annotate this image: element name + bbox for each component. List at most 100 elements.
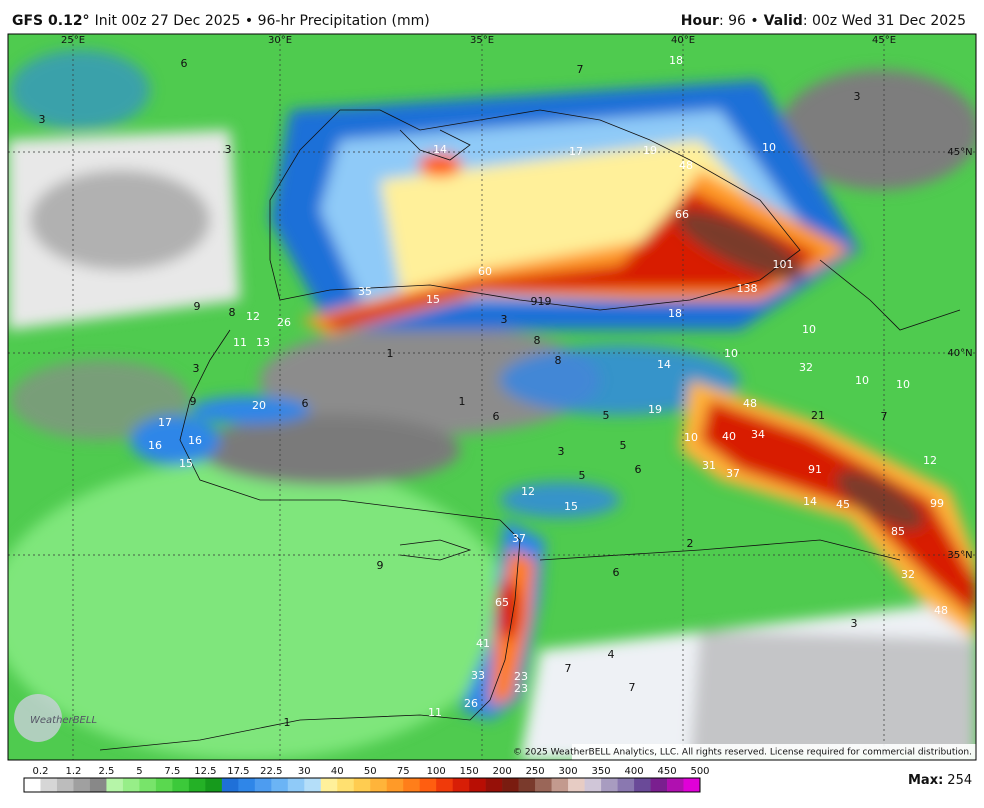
precip-label: 11: [428, 706, 442, 719]
colorbar: 0.2 1.2 2.5 5 7.5 12.5 17.5 22.5 30 40 50 75 100 150 2…: [23, 766, 710, 793]
header-left: GFS 0.12° Init 00z 27 Dec 2025 • 96-hr Pr…: [12, 13, 430, 29]
valid-label: Valid: [764, 13, 803, 29]
colorbar-swatch: [683, 778, 701, 792]
precip-label: 1: [284, 716, 291, 729]
model: GFS 0.12°: [12, 13, 90, 29]
colorbar-swatch: [617, 778, 635, 792]
precip-label: 65: [495, 596, 509, 609]
colorbar-swatch: [551, 778, 569, 792]
precip-label: 10: [855, 374, 869, 387]
precip-label: 8: [229, 306, 236, 319]
colorbar-swatch: [502, 778, 519, 792]
colorbar-tick-label: 400: [625, 766, 644, 777]
precip-label: 14: [803, 495, 817, 508]
precip-label: 48: [934, 604, 948, 617]
colorbar-swatch: [667, 778, 684, 792]
colorbar-tick-label: 17.5: [227, 766, 249, 777]
precip-label: 60: [478, 265, 492, 278]
longitude-label: 30°E: [268, 35, 292, 46]
precip-label: 45: [836, 498, 850, 511]
colorbar-frame: [23, 777, 701, 793]
colorbar-swatch: [139, 778, 157, 792]
colorbar-tick-label: 2.5: [98, 766, 114, 777]
colorbar-swatch: [172, 778, 190, 792]
colorbar-tick-label: 1.2: [66, 766, 82, 777]
precip-label: 919: [531, 295, 552, 308]
precip-label: 31: [702, 459, 716, 472]
precip-label: 6: [181, 57, 188, 70]
colorbar-tick-label: 200: [493, 766, 512, 777]
precip-label: 15: [564, 500, 578, 513]
precip-label: 17: [158, 416, 172, 429]
hour-value: : 96 •: [719, 13, 759, 29]
valid-value: : 00z Wed 31 Dec 2025: [803, 13, 966, 29]
precip-label: 15: [426, 293, 440, 306]
colorbar-swatch: [452, 778, 470, 792]
longitude-label: 40°E: [671, 35, 695, 46]
hour-label: Hour: [681, 13, 719, 29]
colorbar-swatch: [535, 778, 552, 792]
precip-label: 17: [569, 145, 583, 158]
colorbar-tick-label: 12.5: [194, 766, 216, 777]
colorbar-tick-label: 75: [397, 766, 410, 777]
precip-label: 32: [799, 361, 813, 374]
colorbar-swatch: [56, 778, 74, 792]
precip-label: 8: [555, 354, 562, 367]
colorbar-swatch: [271, 778, 289, 792]
precip-label: 91: [808, 463, 822, 476]
colorbar-swatch: [188, 778, 206, 792]
precip-label: 7: [881, 410, 888, 423]
colorbar-tick-label: 0.2: [33, 766, 49, 777]
precip-label: 37: [512, 532, 526, 545]
colorbar-swatch: [304, 778, 322, 792]
colorbar-swatch: [40, 778, 58, 792]
map-labels: 25°E 30°E 35°E 40°E 45°E45°N40°N35°N63331871…: [39, 35, 973, 729]
colorbar-tick-label: 150: [460, 766, 479, 777]
precip-label: 4: [608, 648, 615, 661]
colorbar-tick-label: 100: [427, 766, 446, 777]
precip-label: 40: [722, 430, 736, 443]
header-right: Hour: 96 • Valid: 00z Wed 31 Dec 2025: [681, 13, 966, 29]
latitude-label: 40°N: [947, 348, 972, 359]
precip-label: 23: [514, 682, 528, 695]
precip-label: 9: [194, 300, 201, 313]
precip-label: 5: [603, 409, 610, 422]
max: Max: 254: [908, 773, 972, 788]
precip-label: 48: [679, 159, 693, 172]
precip-label: 3: [851, 617, 858, 630]
colorbar-tick-label: 300: [559, 766, 578, 777]
colorbar-swatch: [436, 778, 453, 792]
precip-label: 10: [684, 431, 698, 444]
colorbar-tick-label: 250: [526, 766, 545, 777]
precip-label: 7: [577, 63, 584, 76]
precip-label: 6: [613, 566, 620, 579]
logo: WeatherBELL: [30, 715, 97, 726]
precip-label: 3: [39, 113, 46, 126]
colorbar-tick-label: 350: [592, 766, 611, 777]
max-label: Max:: [908, 773, 943, 788]
precip-label: 37: [726, 467, 740, 480]
colorbar-tick-label: 40: [331, 766, 344, 777]
precip-label: 14: [433, 143, 447, 156]
precip-label: 33: [471, 669, 485, 682]
colorbar-swatch: [469, 778, 486, 792]
map: 25°E 30°E 35°E 40°E 45°E45°N40°N35°N63331871…: [8, 34, 976, 760]
longitude-label: 45°E: [872, 35, 896, 46]
colorbar-swatch: [238, 778, 256, 792]
precip-label: 15: [179, 457, 193, 470]
precip-label: 13: [256, 336, 270, 349]
copyright: © 2025 WeatherBELL Analytics, LLC. All r…: [513, 748, 972, 758]
precip-label: 138: [737, 282, 758, 295]
longitude-label: 35°E: [470, 35, 494, 46]
precip-label: 1: [387, 347, 394, 360]
colorbar-swatch: [403, 778, 421, 792]
precip-label: 26: [277, 316, 291, 329]
precip-label: 3: [193, 362, 200, 375]
precip-label: 12: [923, 454, 937, 467]
colorbar-tick-label: 450: [657, 766, 676, 777]
colorbar-swatch: [254, 778, 272, 792]
precip-label: 34: [751, 428, 765, 441]
colorbar-swatch: [24, 778, 41, 792]
precip-label: 18: [668, 307, 682, 320]
precip-label: 48: [743, 397, 757, 410]
